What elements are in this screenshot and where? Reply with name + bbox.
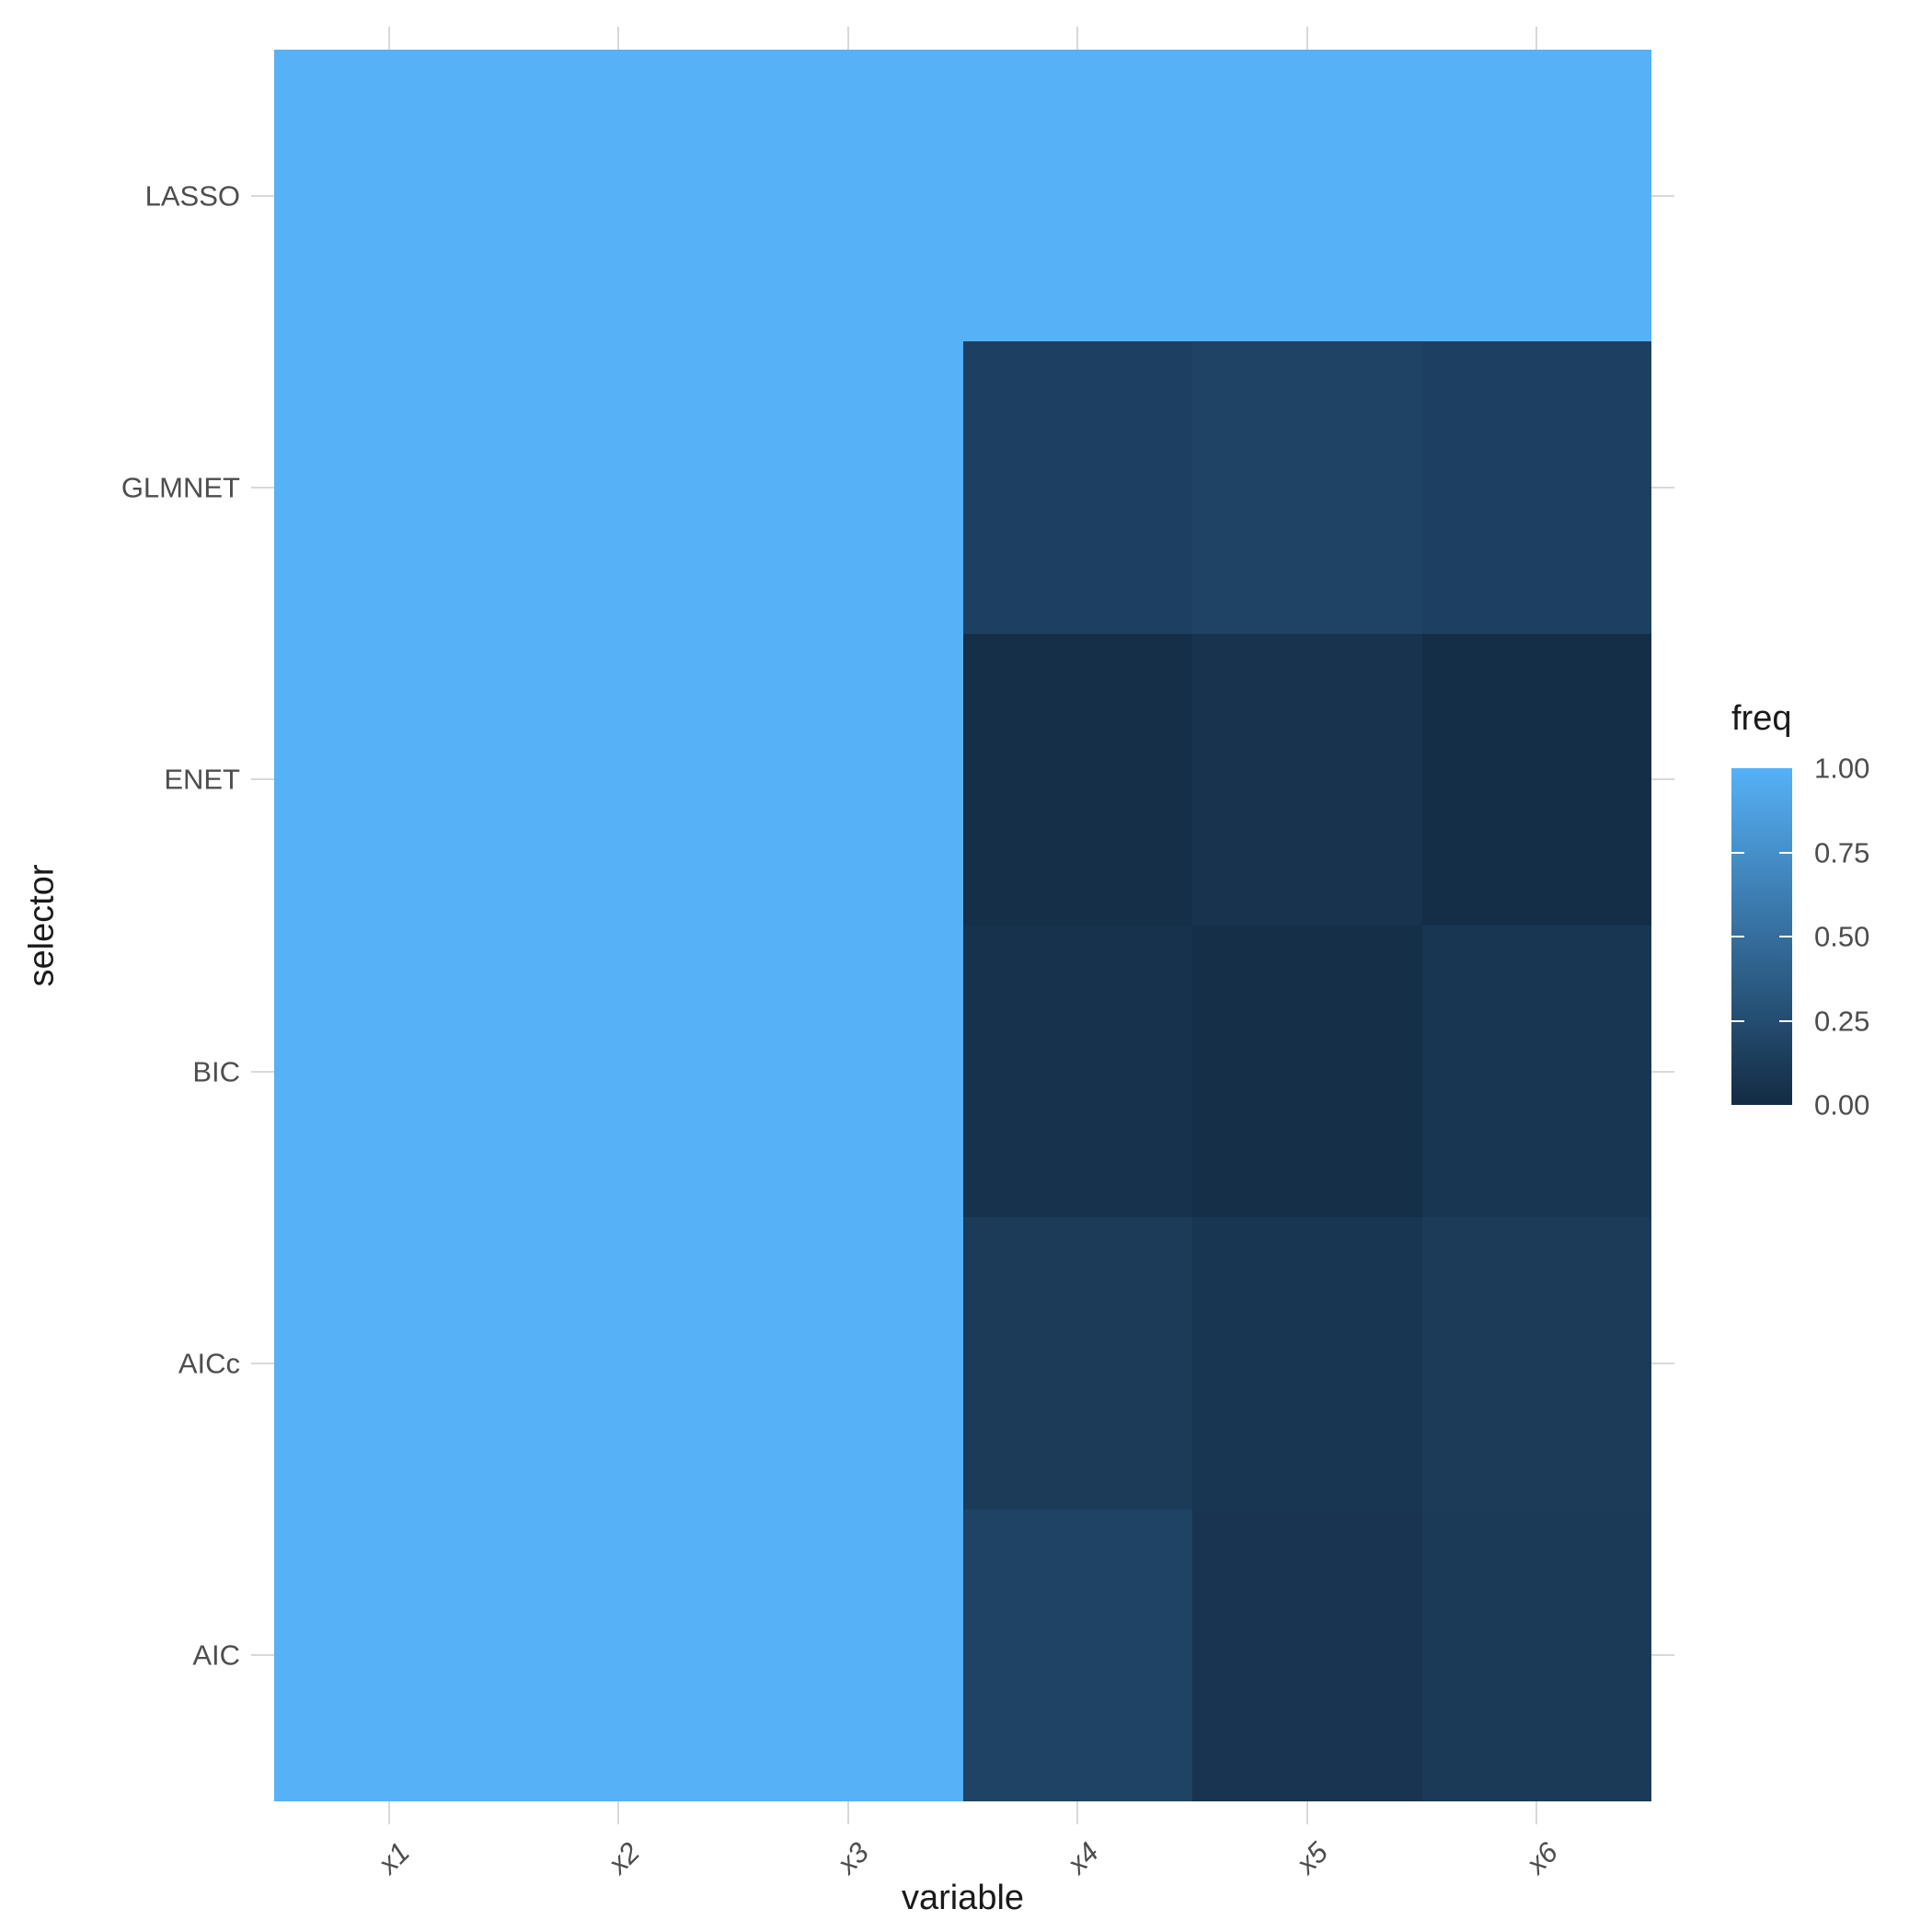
grid-line-stub [1306, 27, 1308, 50]
grid-line-stub [388, 27, 390, 50]
heatmap-tile [1192, 1509, 1422, 1801]
heatmap-tile [274, 1509, 504, 1801]
heatmap-tile [503, 926, 733, 1218]
y-tick-label: GLMNET [121, 471, 240, 504]
heatmap-tile-grid [274, 50, 1651, 1801]
heatmap-tile [274, 1217, 504, 1510]
legend-bar-tick [1779, 851, 1792, 854]
grid-line-stub [1651, 1071, 1674, 1073]
grid-line-stub [251, 778, 274, 780]
legend-tick-label: 0.50 [1814, 920, 1870, 953]
legend-tick-label: 0.75 [1814, 836, 1870, 868]
grid-line-stub [847, 1801, 849, 1824]
legend: freq 1.00 0.75 0.50 0.25 0.00 [1728, 699, 1930, 1120]
x-axis-title: variable [901, 1879, 1025, 1917]
x-tick-label: x5 [1290, 1835, 1335, 1880]
grid-line-stub [1651, 1363, 1674, 1364]
heatmap-tile [274, 50, 504, 342]
heatmap-tile [962, 1509, 1192, 1801]
legend-bar-tick [1779, 1019, 1792, 1022]
heatmap-tile [962, 633, 1192, 926]
x-tick-label: x1 [372, 1835, 417, 1880]
heatmap-tile [962, 926, 1192, 1218]
plot-panel [251, 27, 1674, 1824]
heatmap-tile [503, 633, 733, 926]
heatmap-tile [1421, 926, 1651, 1218]
grid-line-stub [251, 1071, 274, 1073]
heatmap-tile [1192, 633, 1422, 926]
heatmap-tile [962, 50, 1192, 342]
legend-tick-label: 0.25 [1814, 1005, 1870, 1037]
grid-line-stub [1651, 1654, 1674, 1656]
heatmap-tile [733, 50, 963, 342]
legend-tick-label: 0.00 [1814, 1088, 1870, 1121]
grid-line-stub [1076, 1801, 1078, 1824]
x-tick-label: x4 [1060, 1835, 1105, 1880]
heatmap-tile [733, 926, 963, 1218]
grid-line-stub [617, 27, 619, 50]
heatmap-tile [274, 633, 504, 926]
legend-bar-tick [1779, 936, 1792, 937]
legend-title: freq [1731, 699, 1792, 738]
heatmap-tile [733, 1509, 963, 1801]
x-tick-label: x3 [831, 1835, 876, 1880]
grid-line-stub [1651, 778, 1674, 780]
heatmap-tile [1421, 1509, 1651, 1801]
grid-line-stub [617, 1801, 619, 1824]
grid-line-stub [1076, 27, 1078, 50]
heatmap-tile [503, 1509, 733, 1801]
grid-line-stub [1651, 487, 1674, 489]
heatmap-tile [1192, 926, 1422, 1218]
heatmap-tile [962, 1217, 1192, 1510]
heatmap-tile [503, 1217, 733, 1510]
legend-tick-label: 1.00 [1814, 752, 1870, 785]
heatmap-tile [733, 341, 963, 634]
legend-bar-tick [1731, 1019, 1744, 1022]
y-tick-label: AIC [192, 1639, 240, 1672]
heatmap-tile [1192, 1217, 1422, 1510]
heatmap-tile [274, 926, 504, 1218]
grid-line-stub [251, 195, 274, 197]
y-tick-label: BIC [192, 1055, 240, 1088]
grid-line-stub [251, 487, 274, 489]
legend-bar-tick [1731, 851, 1744, 854]
y-tick-label: AICc [178, 1347, 240, 1380]
heatmap-tile [733, 1217, 963, 1510]
x-tick-label: x2 [601, 1835, 646, 1880]
grid-line-stub [251, 1363, 274, 1364]
grid-line-stub [1651, 195, 1674, 197]
heatmap-tile [503, 50, 733, 342]
y-tick-label: ENET [164, 763, 240, 796]
grid-line-stub [388, 1801, 390, 1824]
heatmap-tile [1421, 633, 1651, 926]
legend-colorbar [1731, 768, 1792, 1105]
heatmap-tile [733, 633, 963, 926]
y-axis-title: selector [22, 864, 62, 987]
heatmap-tile [1421, 50, 1651, 342]
heatmap-tile [503, 341, 733, 634]
heatmap-tile [1421, 1217, 1651, 1510]
grid-line-stub [847, 27, 849, 50]
legend-colorbar-wrap: 1.00 0.75 0.50 0.25 0.00 [1731, 754, 1930, 1120]
heatmap-tile [962, 341, 1192, 634]
x-tick-label: x6 [1519, 1835, 1564, 1880]
heatmap-tile [1192, 341, 1422, 634]
grid-line-stub [1306, 1801, 1308, 1824]
legend-bar-tick [1731, 936, 1744, 937]
grid-line-stub [1535, 1801, 1537, 1824]
heatmap-tile [274, 341, 504, 634]
heatmap-tile [1192, 50, 1422, 342]
heatmap-tile [1421, 341, 1651, 634]
grid-line-stub [251, 1654, 274, 1656]
grid-line-stub [1535, 27, 1537, 50]
y-tick-label: LASSO [144, 179, 240, 213]
